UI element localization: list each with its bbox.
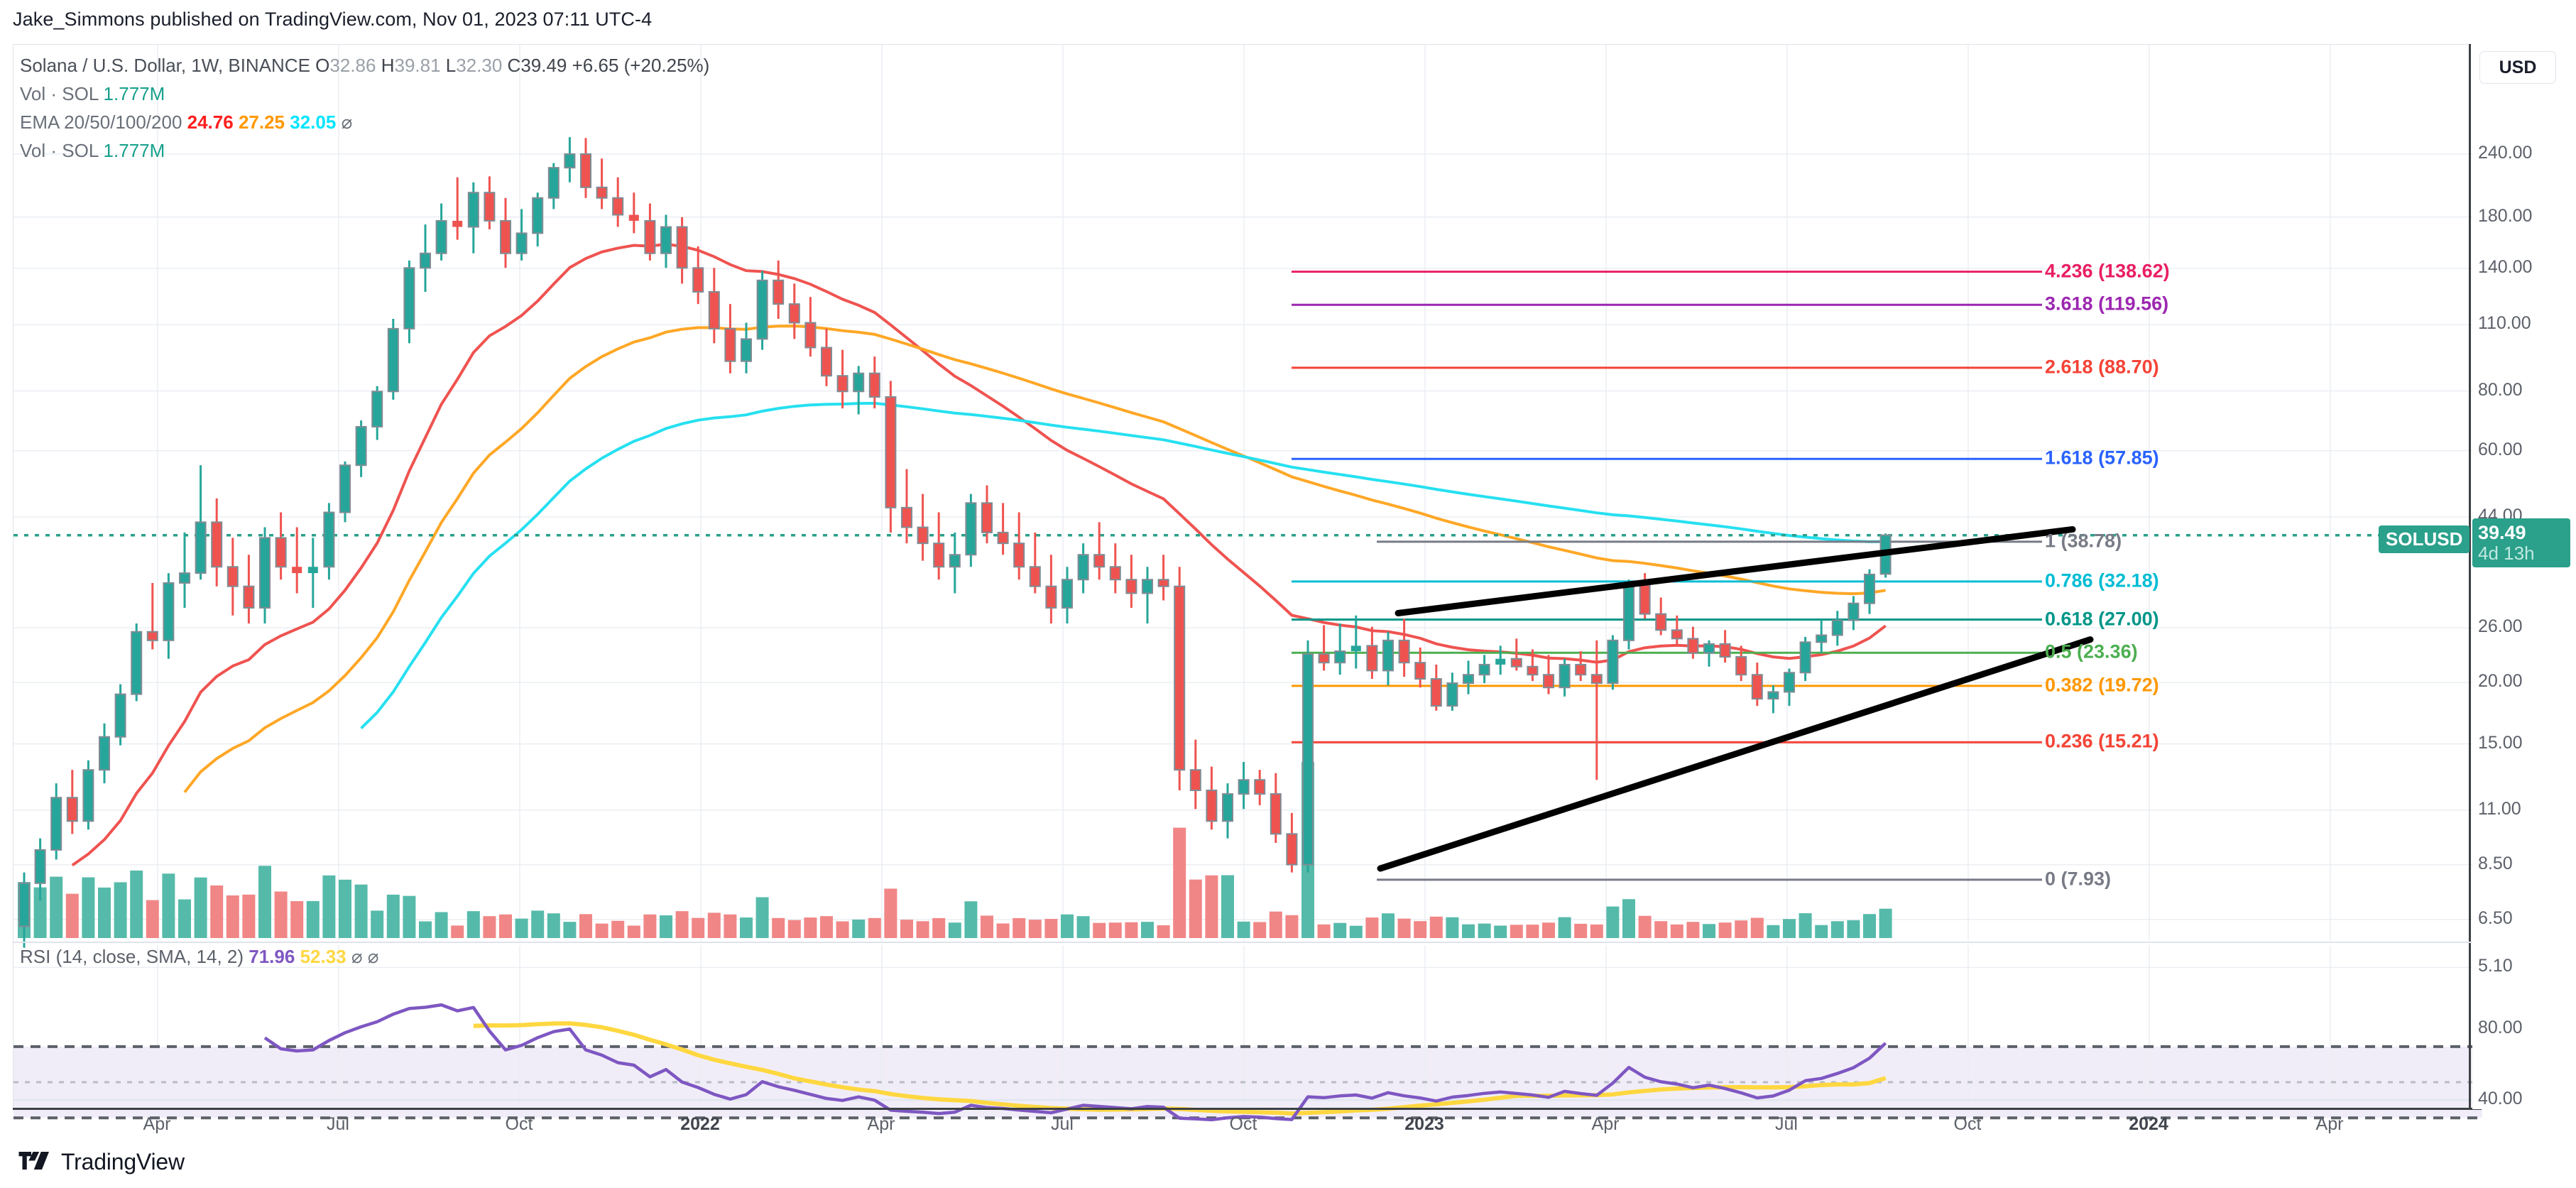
current-price-badge[interactable]: 39.49 4d 13h [2472, 518, 2570, 567]
rsi-legend-label: RSI (14, close, SMA, 14, 2) [20, 946, 244, 967]
legend-ema50-value: 27.25 [238, 111, 285, 133]
fib-level-label: 0.382 (19.72) [2045, 674, 2159, 696]
price-axis-tick: 110.00 [2478, 313, 2531, 334]
time-axis-tick: Oct [1229, 1114, 1257, 1134]
price-axis-tick: 6.50 [2478, 908, 2513, 928]
legend-ohlc-key-c: C [507, 55, 521, 76]
symbol-price-badge[interactable]: SOLUSD [2379, 525, 2470, 553]
price-axis-tick: 80.00 [2478, 379, 2523, 400]
legend-ema100-value: 32.05 [290, 111, 337, 133]
legend-ohlc-value-l: 32.30 [456, 55, 508, 76]
time-axis-tick: 2023 [1404, 1114, 1444, 1134]
price-axis-tick: 8.50 [2478, 853, 2513, 873]
time-axis-tick: Apr [867, 1114, 895, 1134]
tradingview-logo-icon [18, 1151, 51, 1173]
price-axis-tick: 15.00 [2478, 732, 2523, 753]
price-axis-tick: 11.00 [2478, 798, 2521, 819]
fib-level-label: 2.618 (88.70) [2045, 356, 2159, 378]
price-axis-tick: 80.00 [2478, 1017, 2523, 1037]
legend-ohlc-key-o: O [315, 55, 330, 76]
fib-level-label: 1.618 (57.85) [2045, 447, 2159, 469]
price-pane[interactable] [13, 45, 2482, 969]
rsi-legend[interactable]: RSI (14, close, SMA, 14, 2) 71.96 52.33 … [20, 946, 378, 968]
time-axis-tick: Apr [1591, 1114, 1620, 1134]
price-axis-tick: 40.00 [2478, 1089, 2523, 1109]
rsi-empty-icon-2: ⌀ [367, 946, 379, 967]
fib-level-label: 1 (38.78) [2045, 530, 2122, 552]
time-axis-tick: Apr [2315, 1114, 2344, 1134]
time-axis-tick: Oct [1953, 1114, 1982, 1134]
price-axis-tick: 140.00 [2478, 256, 2533, 277]
fib-level-label: 4.236 (138.62) [2045, 260, 2170, 282]
legend-volume-label-2: Vol · SOL [20, 140, 99, 161]
time-axis-tick: 2022 [680, 1114, 720, 1134]
bar-countdown: 4d 13h [2478, 542, 2535, 564]
time-axis-divider [13, 1108, 2482, 1110]
legend-ohlc-value-h: 39.81 [394, 55, 446, 76]
fib-level-label: 0.236 (15.21) [2045, 730, 2159, 752]
legend-symbol-title: Solana / U.S. Dollar, 1W, BINANCE [20, 55, 310, 76]
legend-ohlc-key-h: H [381, 55, 395, 76]
price-axis-tick: 60.00 [2478, 439, 2523, 459]
currency-chip[interactable]: USD [2479, 51, 2556, 84]
rsi-empty-icon-1: ⌀ [351, 946, 363, 967]
fib-level-label: 0.786 (32.18) [2045, 570, 2159, 592]
time-axis-tick: Jul [327, 1114, 349, 1134]
rsi-legend-sma-value: 52.33 [300, 946, 346, 967]
chart-legend: Solana / U.S. Dollar, 1W, BINANCE O32.86… [20, 51, 709, 165]
legend-volume-row-1[interactable]: Vol · SOL 1.777M [20, 80, 709, 108]
time-axis-tick: Jul [1775, 1114, 1798, 1134]
attribution-text: Jake_Simmons published on TradingView.co… [13, 9, 653, 30]
chart-frame [13, 44, 2482, 1122]
rsi-legend-value: 71.96 [249, 946, 295, 967]
time-axis-tick: Oct [505, 1114, 533, 1134]
time-axis-tick: Apr [143, 1114, 171, 1134]
time-axis-tick: Jul [1051, 1114, 1074, 1134]
price-axis-divider [2469, 44, 2471, 1109]
price-axis[interactable]: USD 240.00 180.00 140.00 110.00 80.00 60.00 44… [2472, 44, 2576, 1109]
fib-level-label: 3.618 (119.56) [2045, 293, 2169, 315]
time-axis[interactable]: Apr Jul Oct 2022 Apr Jul Oct 2023 Apr Jul Oct 2024 A… [13, 1110, 2482, 1143]
legend-symbol-row[interactable]: Solana / U.S. Dollar, 1W, BINANCE O32.86… [20, 51, 709, 80]
legend-volume-value-1: 1.777M [103, 83, 165, 104]
pane-divider [13, 942, 2482, 943]
legend-volume-label-1: Vol · SOL [20, 83, 99, 104]
tradingview-brand[interactable]: TradingView [18, 1149, 185, 1175]
rsi-pane[interactable] [13, 945, 2482, 1122]
legend-ohlc-value-o: 32.86 [329, 55, 381, 76]
legend-volume-value-2: 1.777M [103, 140, 165, 161]
legend-ema-row[interactable]: EMA 20/50/100/200 24.76 27.25 32.05 ⌀ [20, 108, 709, 136]
fib-level-label: 0.618 (27.00) [2045, 608, 2159, 630]
legend-ohlc-value-c: 39.49 [520, 55, 572, 76]
price-axis-tick: 180.00 [2478, 205, 2533, 226]
tradingview-brand-name: TradingView [61, 1149, 185, 1175]
time-axis-tick: 2024 [2129, 1114, 2168, 1134]
legend-change: +6.65 (+20.25%) [572, 55, 710, 76]
legend-ema-label: EMA 20/50/100/200 [20, 111, 182, 133]
fib-level-label: 0 (7.93) [2045, 868, 2112, 890]
price-axis-tick: 26.00 [2478, 616, 2523, 637]
legend-ema200-empty-icon: ⌀ [341, 111, 353, 133]
legend-volume-row-2[interactable]: Vol · SOL 1.777M [20, 136, 709, 165]
legend-ohlc-key-l: L [445, 55, 457, 76]
price-axis-tick: 240.00 [2478, 142, 2533, 163]
legend-ema20-value: 24.76 [187, 111, 234, 133]
current-price-value: 39.49 [2478, 521, 2526, 543]
price-axis-tick: 20.00 [2478, 671, 2523, 692]
fib-level-label: 0.5 (23.36) [2045, 641, 2138, 663]
price-axis-tick: 5.10 [2478, 956, 2513, 976]
